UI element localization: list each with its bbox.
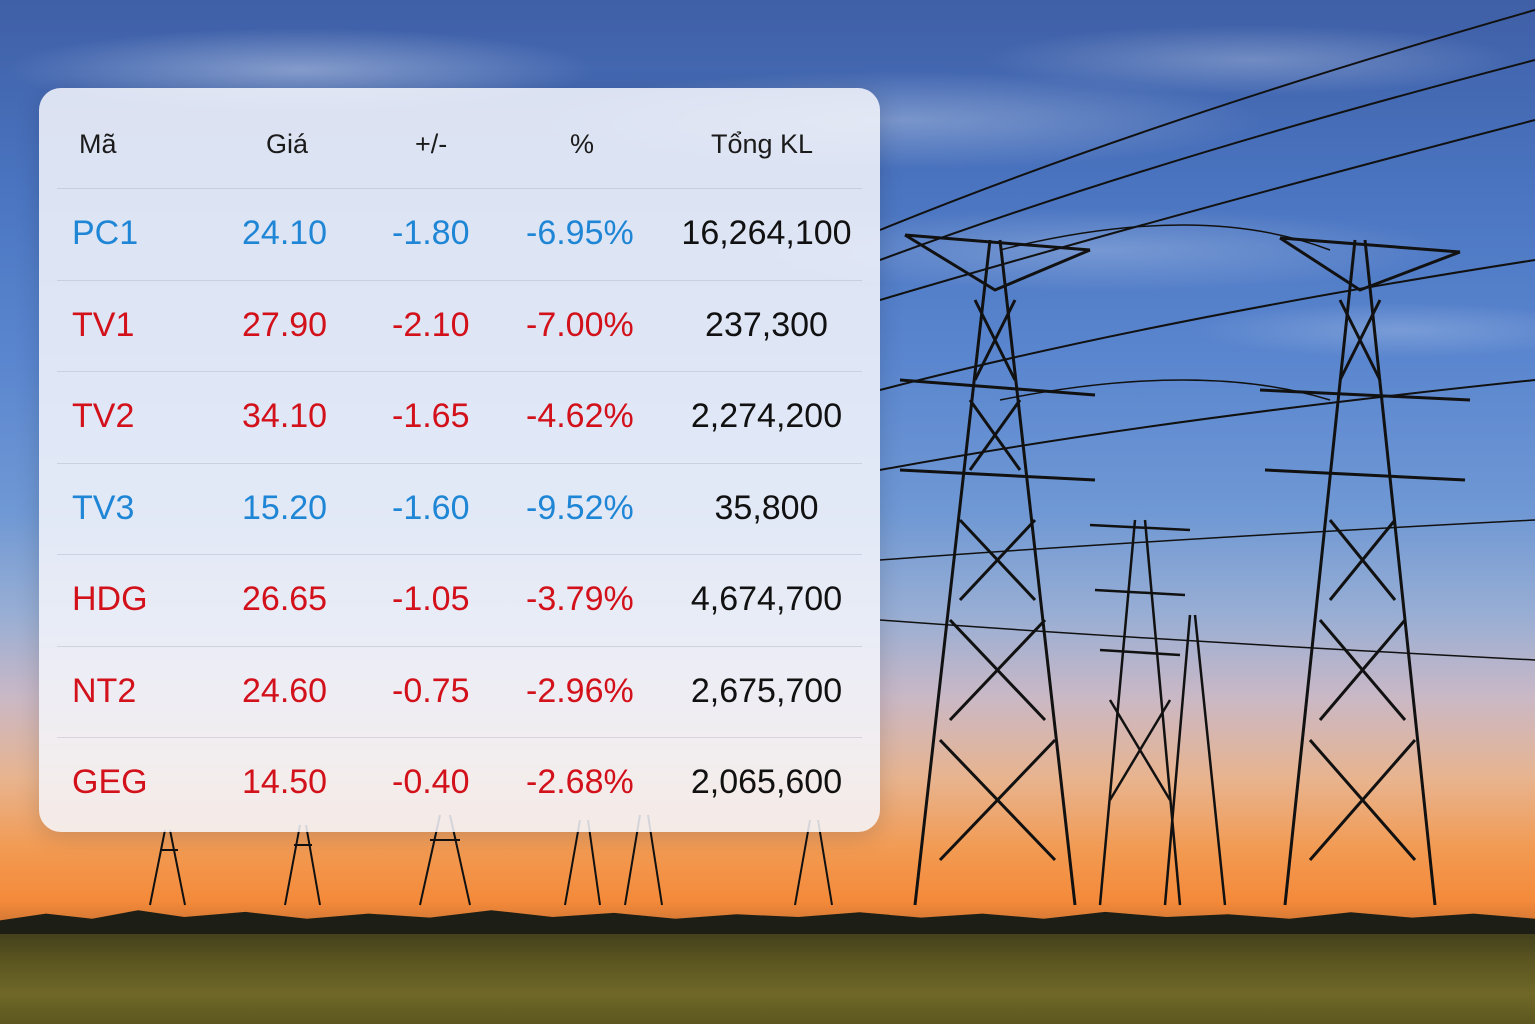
cell-change: -1.60 [392, 488, 470, 527]
cell-percent: -6.95% [526, 214, 634, 252]
cell-price: 15.20 [242, 488, 328, 527]
cell-change: -1.65 [392, 397, 470, 435]
cell-price: 34.10 [242, 397, 328, 435]
grass-field [0, 925, 1535, 1024]
row-divider [57, 279, 862, 281]
cell-volume: 2,065,600 [690, 763, 843, 801]
table-row[interactable]: TV2 34.10 -1.65 -4.62% 2,274,200 [39, 371, 880, 462]
header-percent: % [570, 129, 595, 159]
cell-change: -0.40 [392, 763, 470, 801]
cell-percent: -7.00% [526, 305, 634, 344]
cell-price: 24.10 [242, 214, 328, 252]
row-divider [57, 554, 862, 555]
cell-change: -1.80 [392, 214, 470, 252]
row-divider [57, 188, 862, 189]
cell-volume: 237,300 [705, 305, 828, 344]
tower-right [1259, 236, 1471, 906]
cell-change: -0.75 [392, 671, 470, 710]
cell-code: TV3 [72, 488, 135, 527]
cell-percent: -2.68% [526, 763, 634, 801]
tower-left [899, 233, 1096, 906]
table-row[interactable]: TV3 15.20 -1.60 -9.52% 35,800 [39, 462, 880, 554]
header-code: Mã [79, 129, 117, 159]
cell-price: 14.50 [242, 763, 328, 801]
cell-volume: 2,274,200 [690, 397, 843, 435]
row-divider [57, 371, 862, 372]
cell-percent: -4.62% [526, 397, 634, 435]
table-row[interactable]: NT2 24.60 -0.75 -2.96% 2,675,700 [39, 645, 880, 737]
cell-code: TV1 [72, 305, 135, 344]
header-price: Giá [266, 129, 309, 159]
header-volume: Tổng KL [711, 129, 814, 159]
table-header: Mã Giá +/- % Tổng KL [39, 88, 880, 188]
cell-code: GEG [72, 763, 148, 801]
header-change: +/- [415, 129, 448, 159]
cell-code: HDG [72, 580, 148, 618]
cell-code: TV2 [72, 397, 135, 435]
table-row[interactable]: PC1 24.10 -1.80 -6.95% 16,264,100 [39, 188, 880, 279]
cell-volume: 4,674,700 [690, 580, 843, 618]
table-row[interactable]: GEG 14.50 -0.40 -2.68% 2,065,600 [39, 737, 880, 828]
cell-volume: 2,675,700 [690, 671, 843, 710]
tree-line [0, 910, 1535, 934]
cell-price: 27.90 [242, 305, 328, 344]
row-divider [57, 737, 862, 738]
cell-code: NT2 [72, 671, 137, 710]
tower-middle [1089, 519, 1227, 906]
cell-percent: -2.96% [526, 671, 634, 710]
cell-price: 24.60 [242, 671, 328, 710]
cell-price: 26.65 [242, 580, 328, 618]
cell-percent: -9.52% [526, 488, 634, 527]
cell-change: -2.10 [392, 305, 470, 344]
row-divider [57, 645, 862, 647]
table-row[interactable]: TV1 27.90 -2.10 -7.00% 237,300 [39, 279, 880, 371]
cell-percent: -3.79% [526, 580, 634, 618]
cell-change: -1.05 [392, 580, 470, 618]
cell-code: PC1 [72, 214, 139, 252]
cell-volume: 16,264,100 [681, 214, 852, 252]
table-row[interactable]: HDG 26.65 -1.05 -3.79% 4,674,700 [39, 554, 880, 645]
cell-volume: 35,800 [714, 488, 819, 527]
row-divider [57, 462, 862, 464]
stock-table-panel: Mã Giá +/- % Tổng KL PC1 24.10 -1.80 -6.95%… [39, 88, 880, 832]
